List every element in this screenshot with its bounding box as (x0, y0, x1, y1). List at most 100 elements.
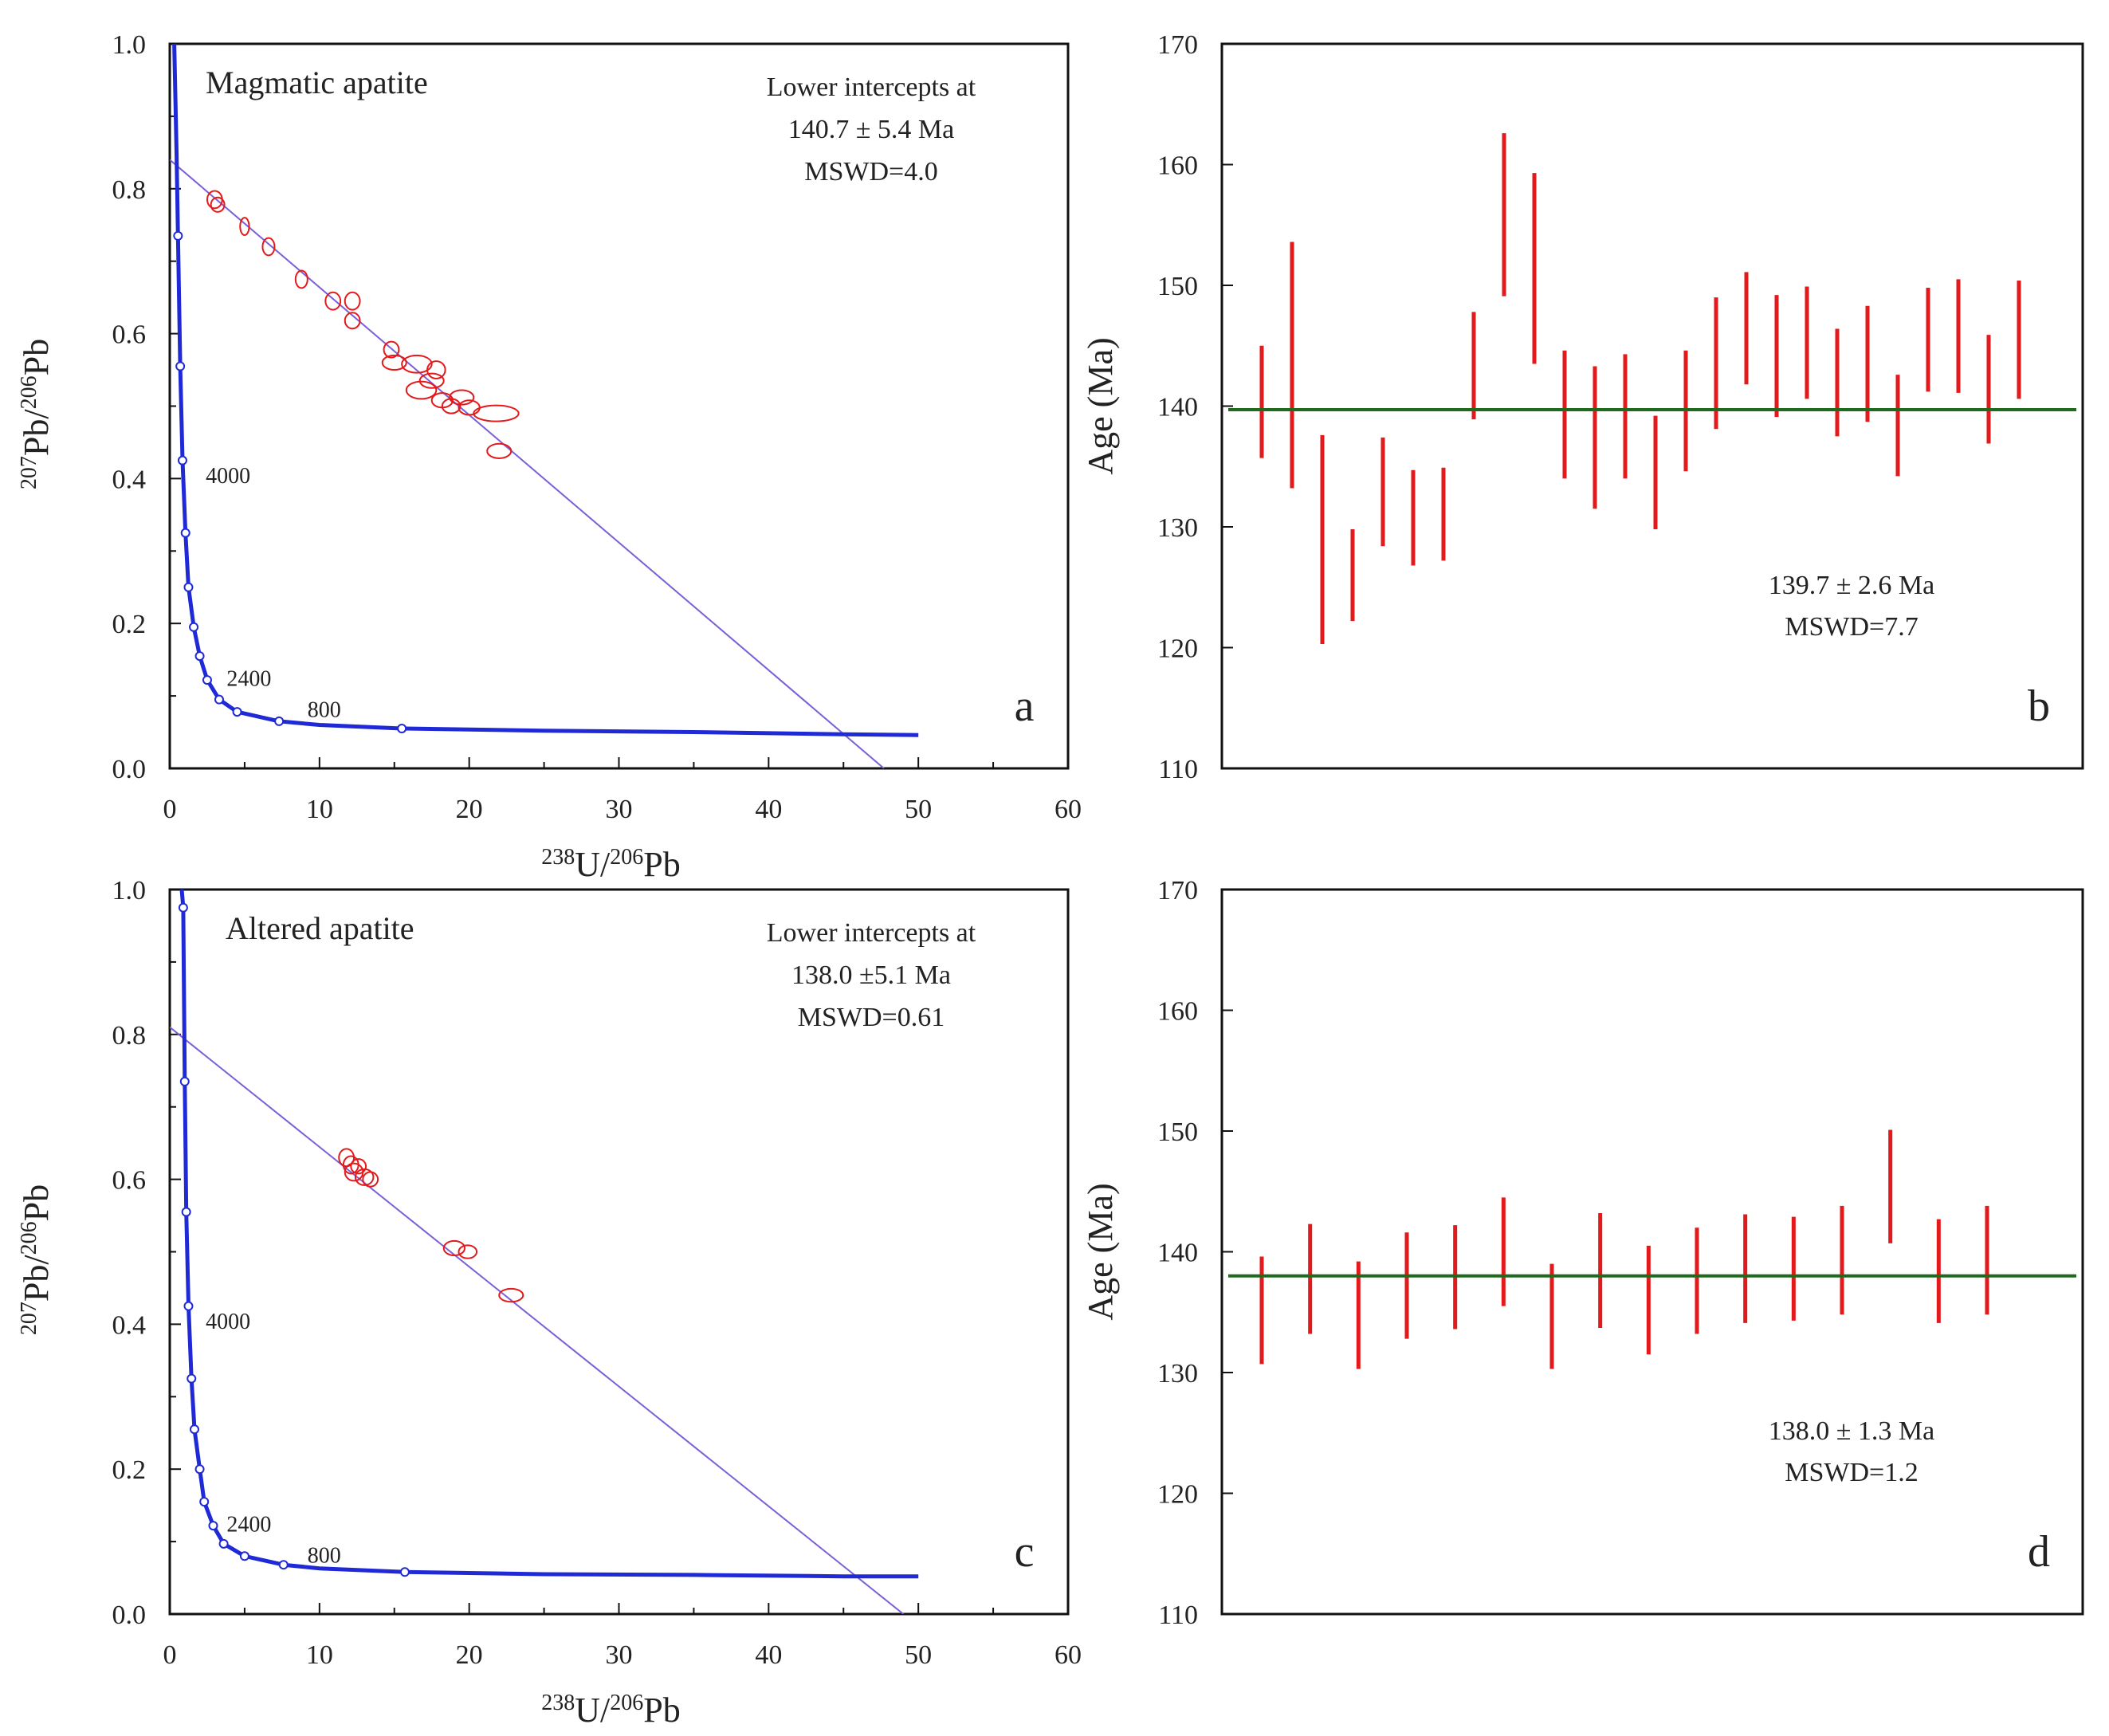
data-ellipse (239, 217, 250, 236)
annotation-line: Lower intercepts at (767, 73, 976, 102)
concordia-marker (183, 582, 194, 592)
x-axis-label-sup1: 238 (541, 845, 575, 870)
concordia-age-label: 2400 (226, 1512, 271, 1537)
data-ellipse (324, 291, 342, 311)
y-tick-label: 1.0 (112, 30, 147, 60)
y-tick-label: 0.2 (112, 1455, 147, 1485)
x-tick-label: 60 (1054, 795, 1082, 824)
y-axis-label-main1: Pb/ (17, 409, 56, 456)
data-ellipse (458, 1244, 478, 1259)
annotation-line: 139.7 ± 2.6 Ma (1769, 571, 1934, 600)
y-axis-label: 207Pb/206Pb (17, 339, 57, 489)
y-tick-label: 0.0 (112, 1600, 147, 1630)
concordia-marker (183, 1301, 194, 1311)
data-layer (170, 44, 919, 768)
data-ellipse (344, 291, 361, 311)
y-tick-label: 0.8 (112, 175, 147, 205)
y-tick-label: 110 (1158, 755, 1198, 784)
concordia-marker (175, 361, 186, 371)
x-tick-label: 30 (606, 1640, 633, 1670)
concordia-marker (239, 1551, 249, 1561)
y-axis-label-main2: Pb (17, 339, 56, 375)
x-axis-label-sup2: 206 (610, 1691, 643, 1715)
y-axis-label-sup1: 207 (17, 1302, 41, 1335)
concordia-age-label: 800 (308, 697, 341, 722)
y-tick-label: 170 (1157, 876, 1198, 905)
panel-letter: d (2028, 1527, 2050, 1577)
data-ellipse (261, 237, 276, 257)
y-tick-label: 0.4 (112, 1310, 147, 1340)
y-tick-label: 140 (1157, 393, 1198, 422)
x-tick-label: 40 (755, 1640, 782, 1670)
annotation-line: 138.0 ±5.1 Ma (791, 960, 951, 990)
x-tick-label: 50 (905, 1640, 932, 1670)
concordia-age-label: 4000 (206, 1310, 250, 1334)
x-tick-label: 20 (456, 795, 483, 824)
x-axis-label: 238U/206Pb (541, 845, 680, 885)
y-tick-label: 0.2 (112, 610, 147, 639)
data-ellipse (498, 1287, 524, 1303)
data-ellipse (350, 1158, 367, 1175)
concordia-curve (179, 890, 919, 1579)
plot-frame (168, 42, 1070, 770)
concordia-marker (177, 455, 187, 465)
x-axis-label-main2: Pb (643, 845, 680, 884)
panel-b: 110 120 130 140 150 160 170 139.7 ± 2.6 Ma MSWD=… (1081, 30, 2084, 784)
annotation-line: 138.0 ± 1.3 Ma (1769, 1416, 1934, 1446)
y-axis-label: Age (Ma) (1081, 337, 1120, 474)
y-tick-label: 150 (1157, 272, 1198, 301)
concordia-marker (208, 1521, 218, 1531)
data-ellipse (426, 360, 446, 379)
data-layer (170, 890, 919, 1614)
annotation-line: MSWD=7.7 (1785, 612, 1918, 642)
x-tick-label: 10 (306, 795, 333, 824)
x-tick-label: 10 (306, 1640, 333, 1670)
data-ellipse (344, 312, 361, 330)
y-tick-label: 1.0 (112, 876, 147, 905)
x-tick-label: 50 (905, 795, 932, 824)
y-tick-label: 120 (1157, 1480, 1198, 1510)
annotation-line: MSWD=1.2 (1785, 1458, 1918, 1487)
concordia-marker (181, 1207, 191, 1217)
x-tick-label: 0 (163, 1640, 177, 1670)
data-ellipse (441, 398, 461, 414)
y-axis-label: 207Pb/206Pb (17, 1184, 57, 1335)
x-tick-label: 0 (163, 795, 177, 824)
data-ellipse (354, 1168, 375, 1186)
concordia-marker (180, 528, 190, 538)
data-ellipse (486, 442, 513, 459)
concordia-age-label: 2400 (226, 666, 271, 691)
data-ellipse (473, 404, 520, 422)
data-ellipse (449, 389, 475, 406)
concordia-curve (172, 44, 919, 737)
concordia-marker (187, 1373, 197, 1384)
panel-letter: b (2028, 681, 2050, 731)
concordia-marker (399, 1567, 410, 1577)
plot-frame (1220, 42, 2084, 770)
data-ellipse (210, 196, 226, 213)
concordia-marker (179, 1076, 190, 1086)
concordia-marker (202, 675, 212, 685)
y-tick-label: 0.0 (112, 755, 147, 784)
y-tick-label: 140 (1157, 1239, 1198, 1268)
concordia-marker (232, 707, 242, 717)
panel-title: Altered apatite (226, 910, 414, 946)
y-axis-label-sup2: 206 (17, 1221, 41, 1255)
concordia-marker (278, 1560, 289, 1570)
y-axis-label-sup2: 206 (17, 375, 41, 409)
data-ellipse (418, 372, 445, 389)
y-axis-label-sup1: 207 (17, 456, 41, 489)
x-axis-label-sup1: 238 (541, 1691, 575, 1715)
panel-title: Magmatic apatite (206, 65, 428, 100)
x-axis-label-main1: U/ (575, 1691, 611, 1730)
y-axis-label: Age (Ma) (1081, 1183, 1120, 1320)
y-axis-label-main2: Pb (17, 1184, 56, 1221)
data-ellipse (401, 354, 433, 374)
data-ellipse (442, 1239, 466, 1257)
concordia-marker (199, 1497, 210, 1507)
concordia-age-label: 800 (308, 1543, 341, 1568)
plot-frame (1220, 888, 2084, 1616)
y-tick-label: 130 (1157, 513, 1198, 543)
annotation-line: Lower intercepts at (767, 918, 976, 948)
concordia-marker (178, 902, 188, 913)
